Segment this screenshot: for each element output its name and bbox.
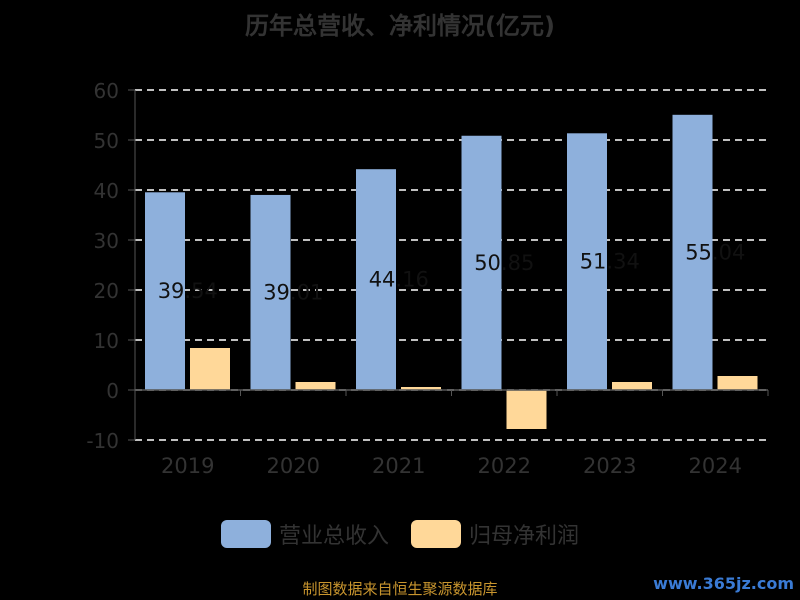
legend-swatch-net-profit [411, 520, 461, 548]
bar-revenue-2024 [672, 114, 713, 391]
y-tick-label: 50 [94, 129, 119, 153]
bar-net-profit-2020 [295, 382, 336, 390]
x-tick-label: 2021 [372, 454, 425, 478]
x-tick-label: 2022 [478, 454, 531, 478]
site-watermark: www.365jz.com [653, 574, 794, 593]
bar-net-profit-2019 [190, 348, 230, 390]
x-tick-label: 2023 [583, 454, 636, 478]
chart-legend: 营业总收入 归母净利润 [0, 518, 800, 550]
data-label-revenue: 39.54 [158, 279, 218, 303]
y-tick-label: 60 [94, 79, 119, 103]
x-tick-label: 2020 [267, 454, 320, 478]
y-tick-label: -10 [86, 429, 119, 453]
x-tick-label: 2019 [161, 454, 214, 478]
bar-net-profit-2024 [717, 376, 758, 390]
data-source-note: 制图数据来自恒生聚源数据库 [302, 580, 498, 598]
bar-revenue-2022 [461, 135, 502, 390]
bar-revenue-2023 [567, 133, 607, 391]
legend-swatch-revenue [220, 520, 271, 548]
y-tick-label: 10 [94, 329, 119, 353]
data-label-revenue: 51.34 [580, 250, 640, 274]
y-tick-label: 0 [106, 379, 119, 403]
legend-item-net-profit[interactable]: 归母净利润 [411, 518, 579, 550]
bar-revenue-2019 [145, 192, 185, 390]
y-tick-label: 20 [94, 279, 119, 303]
data-label-revenue: 55.04 [685, 240, 745, 264]
data-label-revenue: 44.16 [369, 268, 429, 292]
y-tick-label: 40 [94, 179, 119, 203]
bar-net-profit-2023 [612, 382, 652, 390]
bar-net-profit-2022 [506, 390, 547, 429]
bar-net-profit-2021 [401, 387, 441, 390]
data-label-revenue: 50.85 [474, 251, 534, 275]
legend-label-revenue: 营业总收入 [278, 524, 389, 549]
y-tick-label: 30 [94, 229, 119, 253]
bar-revenue-2021 [356, 169, 396, 390]
chart-title: 历年总营收、净利情况(亿元) [245, 12, 555, 40]
data-label-revenue: 39.01 [263, 280, 323, 304]
legend-label-net-profit: 归母净利润 [469, 524, 580, 549]
bar-revenue-2020 [250, 194, 291, 390]
legend-item-revenue[interactable]: 营业总收入 [220, 518, 389, 550]
x-tick-label: 2024 [689, 454, 742, 478]
